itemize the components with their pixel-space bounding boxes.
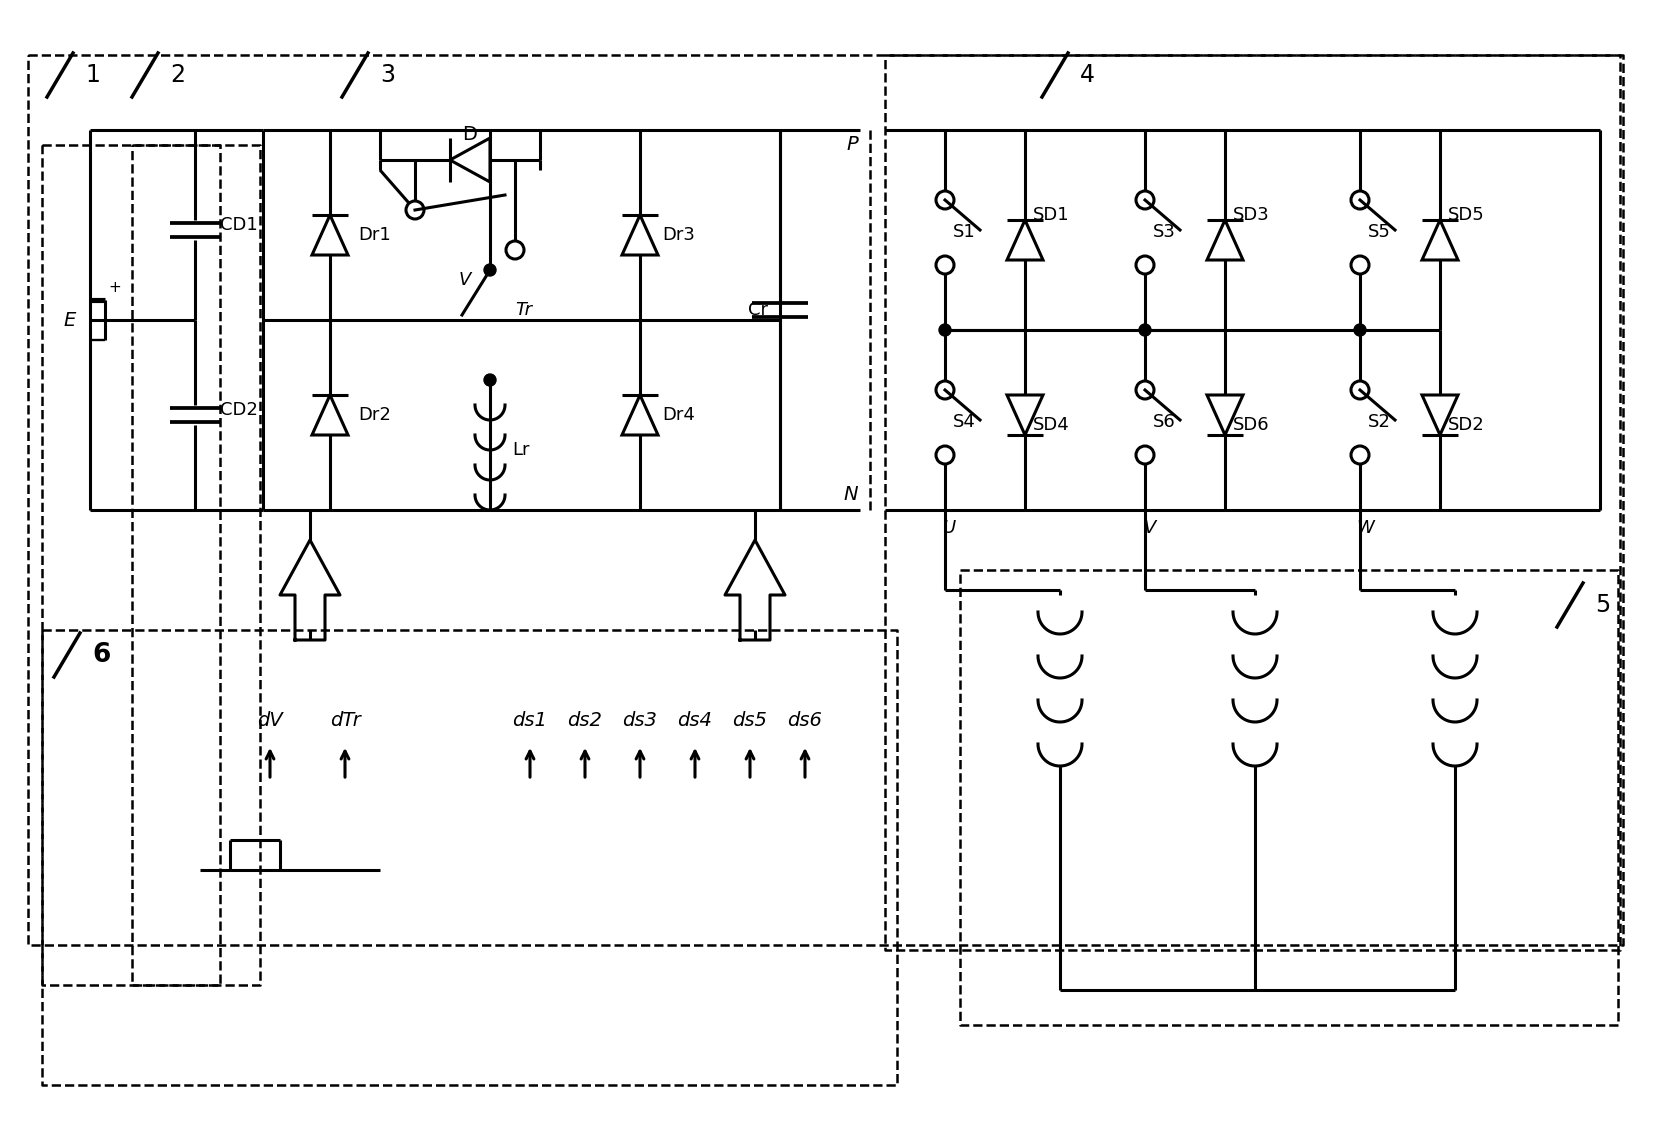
Circle shape: [1351, 191, 1370, 210]
Circle shape: [1136, 191, 1154, 210]
Text: V: V: [1145, 519, 1156, 537]
Text: Dr1: Dr1: [357, 226, 390, 244]
Text: ds2: ds2: [567, 711, 602, 729]
Text: 3: 3: [380, 63, 395, 87]
Circle shape: [405, 202, 423, 219]
Circle shape: [1136, 381, 1154, 398]
Circle shape: [1351, 256, 1370, 274]
Text: P: P: [847, 135, 858, 155]
Text: E: E: [65, 310, 76, 330]
Text: V: V: [458, 271, 471, 289]
Text: SD5: SD5: [1447, 206, 1485, 224]
Circle shape: [485, 264, 496, 276]
Text: SD2: SD2: [1447, 416, 1485, 434]
Text: SD4: SD4: [1034, 416, 1070, 434]
Text: SD6: SD6: [1232, 416, 1270, 434]
Text: CD2: CD2: [220, 401, 258, 419]
Circle shape: [936, 381, 954, 398]
Text: N: N: [844, 485, 858, 505]
Circle shape: [1136, 447, 1154, 464]
Text: 1: 1: [84, 63, 99, 87]
Circle shape: [1140, 324, 1151, 335]
Text: W: W: [1356, 519, 1374, 537]
Text: 6: 6: [93, 642, 111, 668]
Text: 5: 5: [1594, 593, 1611, 617]
Text: ds3: ds3: [622, 711, 657, 729]
Text: dTr: dTr: [329, 711, 361, 729]
Text: dV: dV: [256, 711, 283, 729]
Text: Cr: Cr: [748, 301, 767, 319]
Circle shape: [1136, 256, 1154, 274]
Text: SD3: SD3: [1232, 206, 1270, 224]
Text: U: U: [943, 519, 956, 537]
Text: SD1: SD1: [1034, 206, 1070, 224]
Text: ds6: ds6: [787, 711, 822, 729]
Text: S6: S6: [1153, 413, 1176, 431]
Text: 4: 4: [1080, 63, 1095, 87]
Text: Dr4: Dr4: [662, 406, 695, 424]
Text: 2: 2: [170, 63, 185, 87]
Text: Dr3: Dr3: [662, 226, 695, 244]
Text: +: +: [109, 281, 121, 295]
Text: S2: S2: [1368, 413, 1391, 431]
Text: CD1: CD1: [220, 216, 258, 234]
Text: ds5: ds5: [733, 711, 767, 729]
Circle shape: [939, 324, 951, 335]
Text: ds1: ds1: [513, 711, 547, 729]
Circle shape: [485, 374, 496, 386]
Text: S1: S1: [953, 223, 976, 240]
Text: Dr2: Dr2: [357, 406, 390, 424]
Text: D: D: [463, 126, 478, 144]
Circle shape: [936, 256, 954, 274]
Circle shape: [1351, 381, 1370, 398]
Circle shape: [506, 240, 524, 259]
Text: S3: S3: [1153, 223, 1176, 240]
Text: S4: S4: [953, 413, 976, 431]
Circle shape: [936, 447, 954, 464]
Circle shape: [936, 191, 954, 210]
Text: ds4: ds4: [678, 711, 713, 729]
Text: S5: S5: [1368, 223, 1391, 240]
Text: Lr: Lr: [513, 441, 529, 459]
Circle shape: [1355, 324, 1366, 335]
Text: Tr: Tr: [514, 301, 533, 319]
Circle shape: [1351, 447, 1370, 464]
